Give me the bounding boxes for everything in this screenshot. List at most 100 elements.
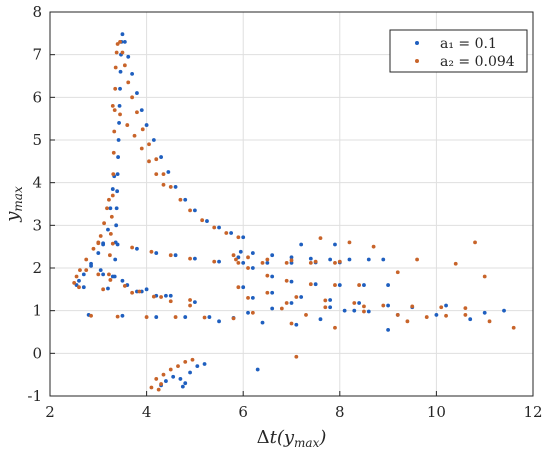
data-point (144, 123, 149, 127)
y-tick-label: 3 (32, 216, 42, 234)
data-point (84, 268, 89, 273)
data-point (352, 308, 357, 313)
data-point (135, 110, 139, 115)
data-point (366, 257, 371, 262)
data-point (183, 381, 188, 386)
data-point (126, 80, 131, 85)
data-point (202, 362, 207, 366)
data-point (173, 253, 178, 258)
data-point (114, 206, 119, 211)
data-point (224, 231, 229, 235)
data-point (178, 377, 183, 381)
data-point (102, 221, 106, 226)
data-point (101, 287, 106, 292)
data-point (154, 315, 159, 319)
data-point (110, 103, 115, 108)
data-point (212, 225, 217, 230)
data-point (135, 246, 139, 251)
y-tick-label: 5 (32, 131, 42, 149)
data-point (139, 108, 144, 113)
data-point (154, 251, 159, 255)
data-point (284, 260, 289, 265)
data-point (195, 364, 200, 369)
data-point (193, 300, 197, 305)
data-point (107, 272, 111, 277)
data-point (386, 327, 390, 332)
data-point (188, 256, 192, 261)
data-point (110, 193, 115, 198)
data-point (108, 206, 113, 211)
data-point (333, 325, 337, 330)
data-point (168, 253, 173, 258)
data-point (217, 319, 221, 324)
data-point (115, 242, 120, 247)
data-point (246, 295, 250, 300)
data-point (117, 121, 121, 125)
data-point (154, 377, 159, 381)
data-point (130, 245, 135, 250)
data-point (118, 112, 122, 117)
x-tick-label: 4 (142, 403, 152, 421)
data-point (135, 91, 139, 95)
data-point (265, 273, 270, 278)
data-point (200, 218, 205, 223)
legend-box (389, 29, 528, 73)
data-point (318, 236, 323, 241)
y-tick-label: 4 (32, 174, 42, 192)
data-point (109, 214, 114, 219)
data-point (308, 260, 313, 265)
data-point (168, 185, 173, 189)
data-point (246, 266, 250, 270)
data-point (166, 170, 171, 174)
data-point (202, 315, 207, 320)
legend-label-a1: a₁ = 0.1 (440, 36, 497, 52)
data-point (241, 285, 246, 290)
data-point (132, 133, 137, 138)
data-point (217, 259, 221, 264)
data-point (265, 260, 270, 265)
data-point (101, 241, 106, 246)
data-point (113, 86, 118, 91)
data-point (98, 234, 103, 238)
data-point (122, 284, 127, 288)
data-point (463, 313, 468, 317)
data-point (337, 283, 342, 287)
data-point (453, 261, 458, 266)
data-point (217, 225, 221, 230)
data-point (207, 315, 212, 319)
data-point (118, 69, 123, 74)
data-point (444, 313, 448, 318)
data-point (89, 313, 93, 318)
data-point (115, 189, 120, 194)
data-point (193, 208, 197, 213)
data-point (110, 187, 115, 191)
data-point (149, 249, 154, 254)
data-point (168, 299, 173, 304)
data-point (299, 295, 304, 299)
data-point (381, 303, 386, 308)
legend-label-a2: a₂ = 0.094 (440, 54, 515, 70)
data-point (270, 306, 275, 311)
data-point (395, 313, 400, 317)
data-point (159, 155, 163, 159)
data-point (105, 206, 109, 211)
data-point (347, 240, 352, 245)
data-point (424, 315, 429, 319)
data-point (125, 123, 130, 127)
data-point (294, 295, 299, 299)
x-tick-label: 10 (427, 403, 446, 421)
data-point (96, 272, 101, 277)
data-point (212, 259, 217, 264)
data-point (294, 322, 299, 327)
data-point (106, 227, 110, 232)
data-point (294, 354, 299, 359)
data-point (130, 71, 135, 76)
data-point (114, 223, 119, 228)
data-point (159, 382, 163, 386)
data-point (183, 359, 188, 364)
data-point (180, 384, 185, 389)
data-point (74, 274, 79, 279)
data-point (299, 242, 304, 247)
data-point (108, 278, 113, 282)
data-point (161, 372, 166, 377)
